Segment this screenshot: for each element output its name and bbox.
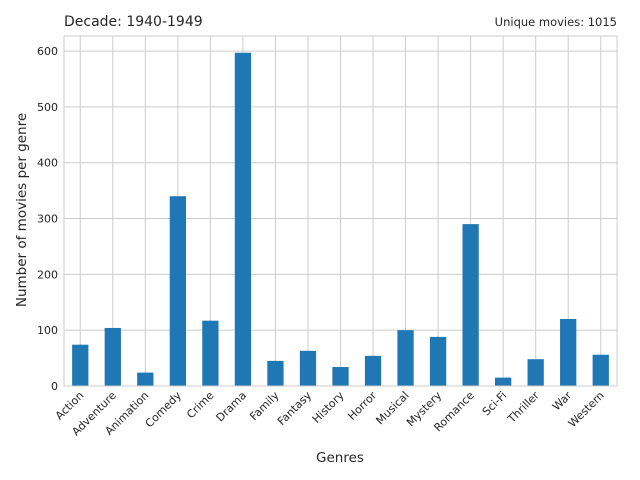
grid-lines xyxy=(64,36,617,387)
bar-western xyxy=(592,354,609,386)
bar-drama xyxy=(234,52,252,387)
x-tick-label: War xyxy=(550,389,575,414)
y-tick-label: 500 xyxy=(37,101,58,114)
bar-history xyxy=(332,367,349,386)
x-tick-label: Sci-Fi xyxy=(480,389,509,418)
y-tick-label: 400 xyxy=(37,157,58,170)
y-tick-label: 600 xyxy=(37,45,58,58)
unique-movies-label: Unique movies: 1015 xyxy=(495,15,617,29)
bar-musical xyxy=(397,330,414,386)
y-tick-label: 200 xyxy=(37,268,58,281)
bar-mystery xyxy=(429,336,447,386)
x-tick-label: Crime xyxy=(184,389,217,422)
x-tick-label: Drama xyxy=(214,389,249,424)
y-tick-labels: 0 100 200 300 400 500 600 xyxy=(37,45,58,393)
bar-comedy xyxy=(169,196,186,386)
bar-thriller xyxy=(527,359,544,386)
plot-frame xyxy=(63,35,618,387)
bar-animation xyxy=(137,372,154,386)
x-tick-label: Thriller xyxy=(505,389,543,427)
bar-adventure xyxy=(104,327,121,386)
x-tick-label: Western xyxy=(566,389,607,430)
bar-crime xyxy=(202,320,219,386)
bar-action xyxy=(72,344,89,386)
bar-fantasy xyxy=(299,350,317,386)
y-tick-label: 300 xyxy=(37,213,58,226)
bar-sci-fi xyxy=(495,377,512,386)
x-tick-label: History xyxy=(310,389,347,426)
chart-title: Decade: 1940-1949 xyxy=(64,14,203,30)
bar-family xyxy=(267,360,284,386)
bar-horror xyxy=(364,355,382,386)
bar-romance xyxy=(462,224,479,386)
x-tick-label: Fantasy xyxy=(275,389,314,428)
x-tick-label: Comedy xyxy=(143,389,185,431)
y-tick-label: 0 xyxy=(51,380,58,393)
y-axis-label: Number of movies per genre xyxy=(14,113,30,307)
bars xyxy=(72,52,609,387)
y-tick-label: 100 xyxy=(37,324,58,337)
x-axis-label: Genres xyxy=(316,450,364,466)
bar-war xyxy=(560,319,577,386)
